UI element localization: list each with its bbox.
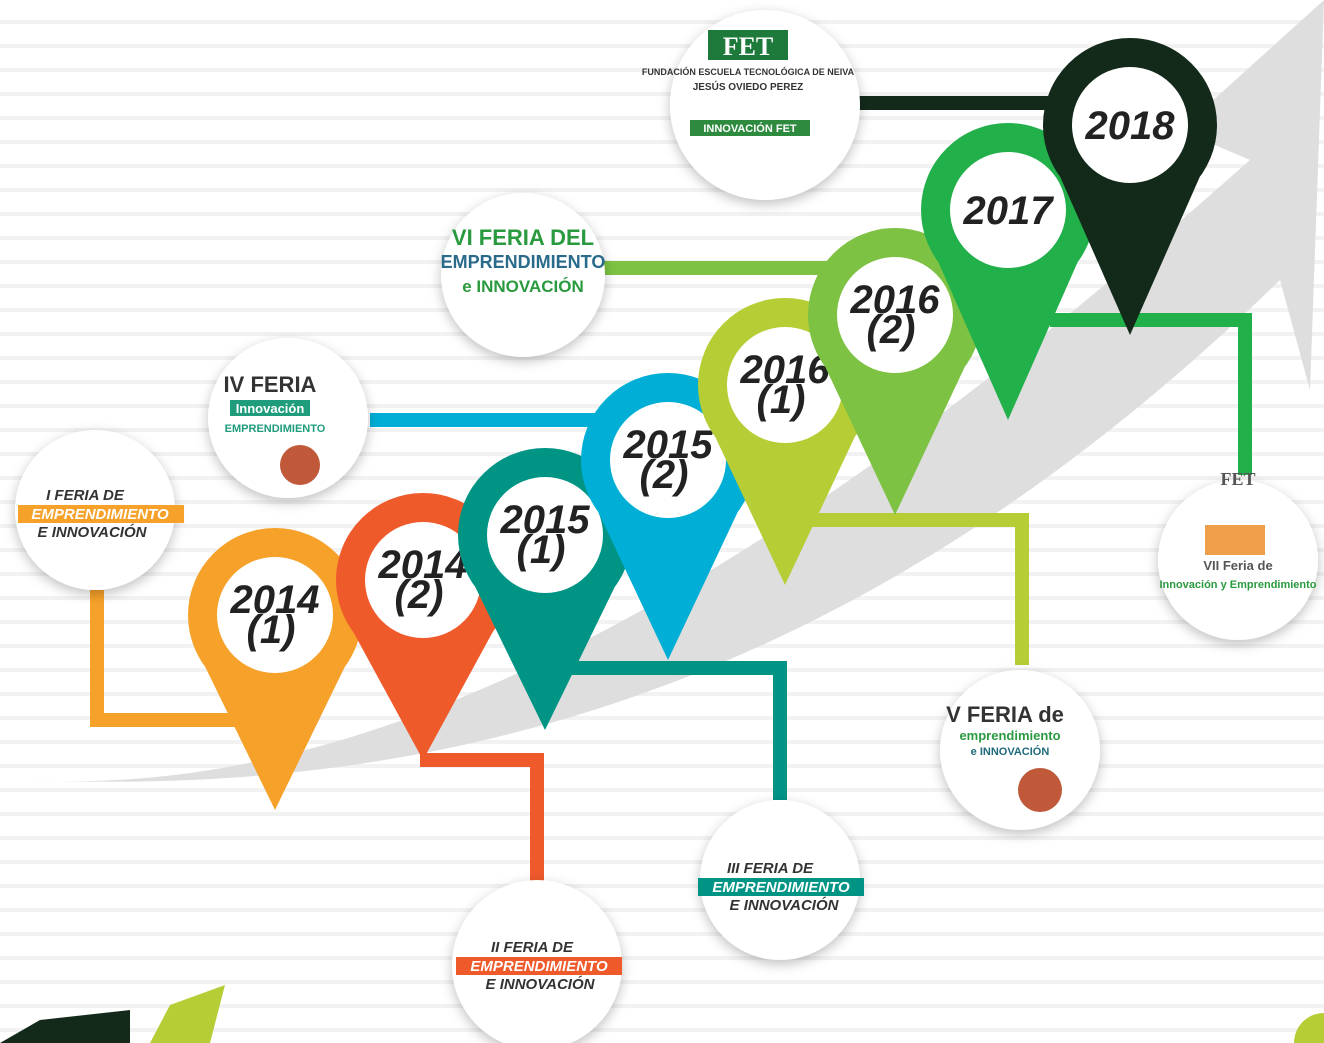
pin-part: (2) (867, 308, 916, 352)
logo-v: V FERIA de emprendimiento e INNOVACIÓN (940, 670, 1100, 830)
logo-vii: FET VII Feria de Innovación y Emprendimi… (1158, 469, 1318, 640)
pin-part: (1) (757, 378, 806, 422)
deco-circle (1294, 1013, 1324, 1043)
logo-text: FET (723, 32, 774, 61)
feria-line: E INNOVACIÓN (486, 975, 596, 993)
feria-highlight: EMPRENDIMIENTO (712, 879, 850, 896)
deco-arrow (150, 985, 225, 1043)
logo-text: IV FERIA (224, 372, 317, 397)
logo-text: FUNDACIÓN ESCUELA TECNOLÓGICA DE NEIVA (642, 66, 855, 77)
pin-part: (1) (247, 608, 296, 652)
deco-arrow (0, 1010, 130, 1043)
feria-line: I FERIA DE (46, 487, 125, 504)
logo-text: INNOVACIÓN FET (703, 122, 797, 135)
logo-iv: IV FERIA Innovación EMPRENDIMIENTO (208, 338, 368, 498)
feria-line: E INNOVACIÓN (38, 523, 148, 541)
feria-highlight: EMPRENDIMIENTO (470, 958, 608, 975)
logo-text: emprendimiento (959, 728, 1060, 743)
logo-text: VI FERIA DEL (452, 225, 594, 250)
feria-highlight: EMPRENDIMIENTO (31, 506, 169, 523)
feria-line: II FERIA DE (491, 939, 574, 956)
logo-text: V FERIA de (946, 702, 1064, 727)
logo-text: EMPRENDIMIENTO (441, 252, 606, 272)
page: 2014(1)2014(2)2015(1)2015(2)2016(1)2016(… (0, 0, 1324, 1043)
pin-year: 2017 (963, 189, 1055, 233)
logo-text: e INNOVACIÓN (462, 277, 584, 296)
pin: 2014(1) (188, 528, 362, 810)
feria-2: II FERIA DE EMPRENDIMIENTO E INNOVACIÓN (452, 880, 622, 1043)
pin-part: (2) (640, 453, 689, 497)
logo-text: Innovación (236, 401, 305, 416)
logo-text: e INNOVACIÓN (971, 745, 1050, 758)
logo-text: EMPRENDIMIENTO (225, 423, 326, 435)
logo-fet-2018: FET FUNDACIÓN ESCUELA TECNOLÓGICA DE NEI… (642, 10, 860, 200)
feria-3: III FERIA DE EMPRENDIMIENTO E INNOVACIÓN (698, 800, 864, 960)
timeline: 2014(1)2014(2)2015(1)2015(2)2016(1)2016(… (0, 0, 1324, 1043)
logo-text: VII Feria de (1203, 558, 1272, 573)
feria-line: E INNOVACIÓN (730, 896, 840, 914)
feria-line: III FERIA DE (727, 860, 814, 877)
pin-part: (1) (517, 528, 566, 572)
pin-part: (2) (395, 573, 444, 617)
logo-vi: VI FERIA DEL EMPRENDIMIENTO e INNOVACIÓN (441, 193, 606, 357)
feria-1: I FERIA DE EMPRENDIMIENTO E INNOVACIÓN (15, 430, 184, 590)
logo-text: Innovación y Emprendimiento (1159, 579, 1316, 591)
pin-year: 2018 (1085, 104, 1176, 148)
logo-text: JESÚS OVIEDO PEREZ (693, 80, 804, 93)
logo-text: FET (1220, 469, 1255, 489)
